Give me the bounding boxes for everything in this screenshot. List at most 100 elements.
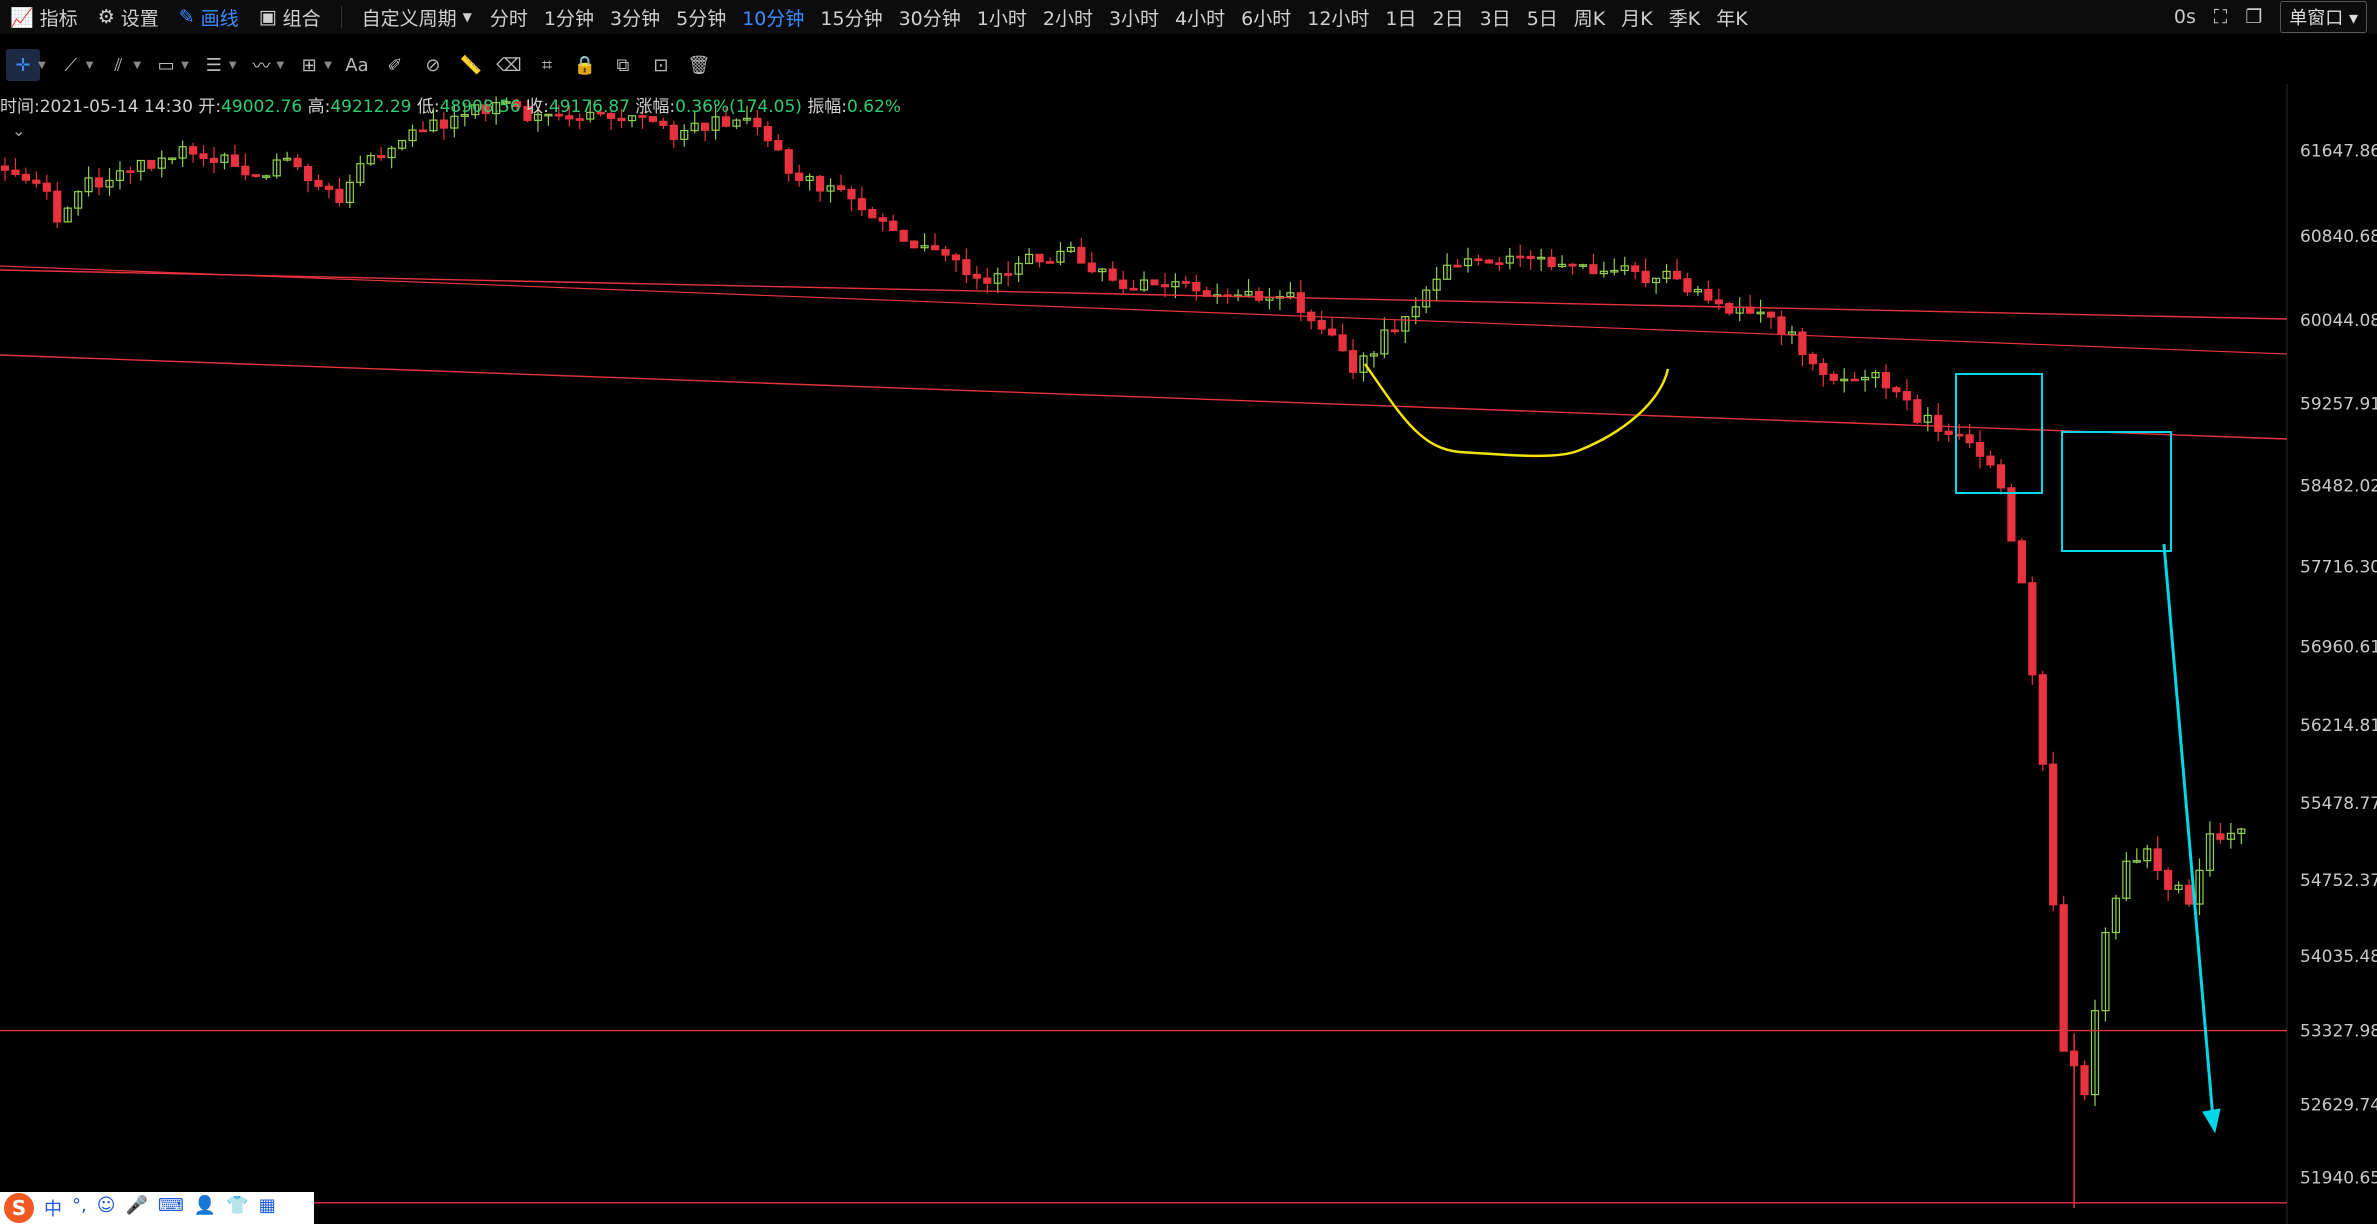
collapse-chevron-icon: ⌄ [12,121,25,140]
candle-up [272,159,281,177]
candle-down [147,159,156,169]
candle-down [1453,264,1462,268]
countdown: 0s [2173,6,2196,28]
candle-up [366,155,375,165]
trash-icon[interactable]: 🗑 [687,54,711,76]
period-11[interactable]: 6小时 [1241,7,1292,30]
brush-tool-icon[interactable]: ✐ [387,54,403,76]
ime-item-5[interactable]: 👤 [193,1195,217,1216]
chevron-down-icon[interactable]: ▼ [276,59,285,71]
period-7[interactable]: 1小时 [976,7,1027,30]
copy-drawings-icon[interactable]: ⧉ [616,54,630,76]
candle-down [1808,353,1817,365]
arrow-line [2162,543,2215,1120]
period-4[interactable]: 10分钟 [742,7,805,30]
ime-item-6[interactable]: 👕 [226,1195,249,1216]
candlestick-chart[interactable]: 61647.86 60840.68 60044.08 59257.91 58482.02… [0,84,2377,1224]
period-15[interactable]: 3日 [1479,7,1511,30]
ime-item-1[interactable]: °, [72,1195,87,1216]
candle-down [512,101,522,108]
candle-up [1286,292,1295,298]
fibonacci-tool-icon[interactable]: ☰ [205,54,222,76]
ime-item-0[interactable]: 中 [44,1199,62,1220]
candle-down [784,149,793,174]
eraser-tool-icon[interactable]: ⌫ [496,54,522,76]
indicator-button[interactable]: 📈 指标 [0,0,88,34]
period-13[interactable]: 1日 [1385,7,1417,30]
period-19[interactable]: 季K [1668,7,1701,30]
highlight-box-2 [2061,431,2172,552]
fullscreen-icon[interactable]: ⛶ [2213,6,2228,28]
chevron-down-icon[interactable]: ▼ [324,59,332,71]
ime-item-3[interactable]: 🎤 [125,1195,148,1216]
candle-up [262,175,271,178]
magnet-tool-icon[interactable]: ⊘ [425,54,441,76]
candle-down [2007,487,2016,542]
candle-up [1693,288,1703,293]
ime-item-7[interactable]: ▦ [258,1195,276,1216]
ime-item-4[interactable]: ⌨ [157,1195,184,1216]
lock-drawings-icon[interactable]: 🔒 [573,54,597,76]
candle-down [1996,464,2006,489]
period-9[interactable]: 3小时 [1108,7,1160,30]
period-17[interactable]: 周K [1573,7,1606,30]
candle-up [2226,832,2235,840]
period-list: 分时 1分钟 3分钟 5分钟 10分钟 15分钟 30分钟 1小时 2小时 3小时 4小时 6小时 12… [482,4,1756,31]
ime-item-2[interactable]: ☺ [96,1195,116,1216]
candle-up [2132,860,2141,863]
draw-button[interactable]: ✎ 画线 [169,0,249,34]
period-10[interactable]: 4小时 [1175,7,1226,30]
candle-down [1328,328,1337,336]
chevron-down-icon[interactable]: ▼ [181,59,189,71]
period-2[interactable]: 3分钟 [610,7,661,30]
hide-drawings-icon[interactable]: ⌗ [541,54,552,76]
period-8[interactable]: 2小时 [1042,7,1093,30]
candle-down [1296,292,1305,313]
screenshot-icon[interactable]: ⊡ [653,54,669,76]
high-label: 高: [307,97,331,117]
custom-period-dropdown[interactable]: 自定义周期 ▼ [352,0,482,34]
settings-button[interactable]: ⚙ 设置 [88,0,169,34]
parallel-line-tool-icon[interactable]: ⫽ [114,54,123,76]
rectangle-tool-icon[interactable]: ▭ [157,54,175,76]
chevron-down-icon[interactable]: ▼ [85,59,94,71]
period-5[interactable]: 15分钟 [820,7,883,30]
period-0[interactable]: 分时 [489,7,528,30]
chevron-down-icon[interactable]: ▼ [228,59,237,71]
crosshair-tool-icon[interactable]: ✛ [6,49,40,81]
period-12[interactable]: 12小时 [1307,7,1370,30]
period-18[interactable]: 月K [1621,7,1653,30]
combo-button[interactable]: ▣ 组合 [249,0,331,34]
candle-up [2143,848,2152,862]
candle-down [1129,287,1138,291]
sogou-logo-icon[interactable]: S [4,1193,34,1223]
top-toolbar: 📈 指标 ⚙ 设置 ✎ 画线 ▣ 组合 自定义周期 ▼ 分时 1分钟 3分钟 5分钟 1… [0,0,2377,34]
period-3[interactable]: 5分钟 [676,7,727,30]
indicator-label: 指标 [39,7,78,30]
candle-down [377,155,386,159]
line-tool-icon[interactable]: ⟋ [64,54,77,76]
period-20[interactable]: 年K [1716,7,1748,30]
popout-icon[interactable]: ❐ [2245,6,2263,28]
y-tick-label: 53327.98 [2300,1022,2377,1042]
y-tick-label: 56214.81 [2300,716,2377,736]
candle-up [690,122,699,132]
window-mode-dropdown[interactable]: 单窗口 ▾ [2280,1,2367,33]
candle-down [1829,373,1838,381]
wave-tool-icon[interactable]: 〰 [252,56,271,77]
rounded-bottom-curve [1363,363,1670,458]
period-6[interactable]: 30分钟 [898,7,961,30]
candle-up [1098,268,1107,273]
period-1[interactable]: 1分钟 [543,7,595,30]
candle-up [1651,277,1661,284]
candle-down [868,208,877,219]
chevron-down-icon[interactable]: ▼ [38,59,46,71]
candle-up [84,177,93,193]
text-tool-icon[interactable]: Aa [345,54,369,76]
period-14[interactable]: 2日 [1432,7,1464,30]
measure-tool-icon[interactable]: ⊞ [301,54,317,76]
chevron-down-icon[interactable]: ▼ [133,59,142,71]
ruler-tool-icon[interactable]: 📏 [459,54,483,76]
period-16[interactable]: 5日 [1526,7,1558,30]
candle-down [889,220,898,232]
